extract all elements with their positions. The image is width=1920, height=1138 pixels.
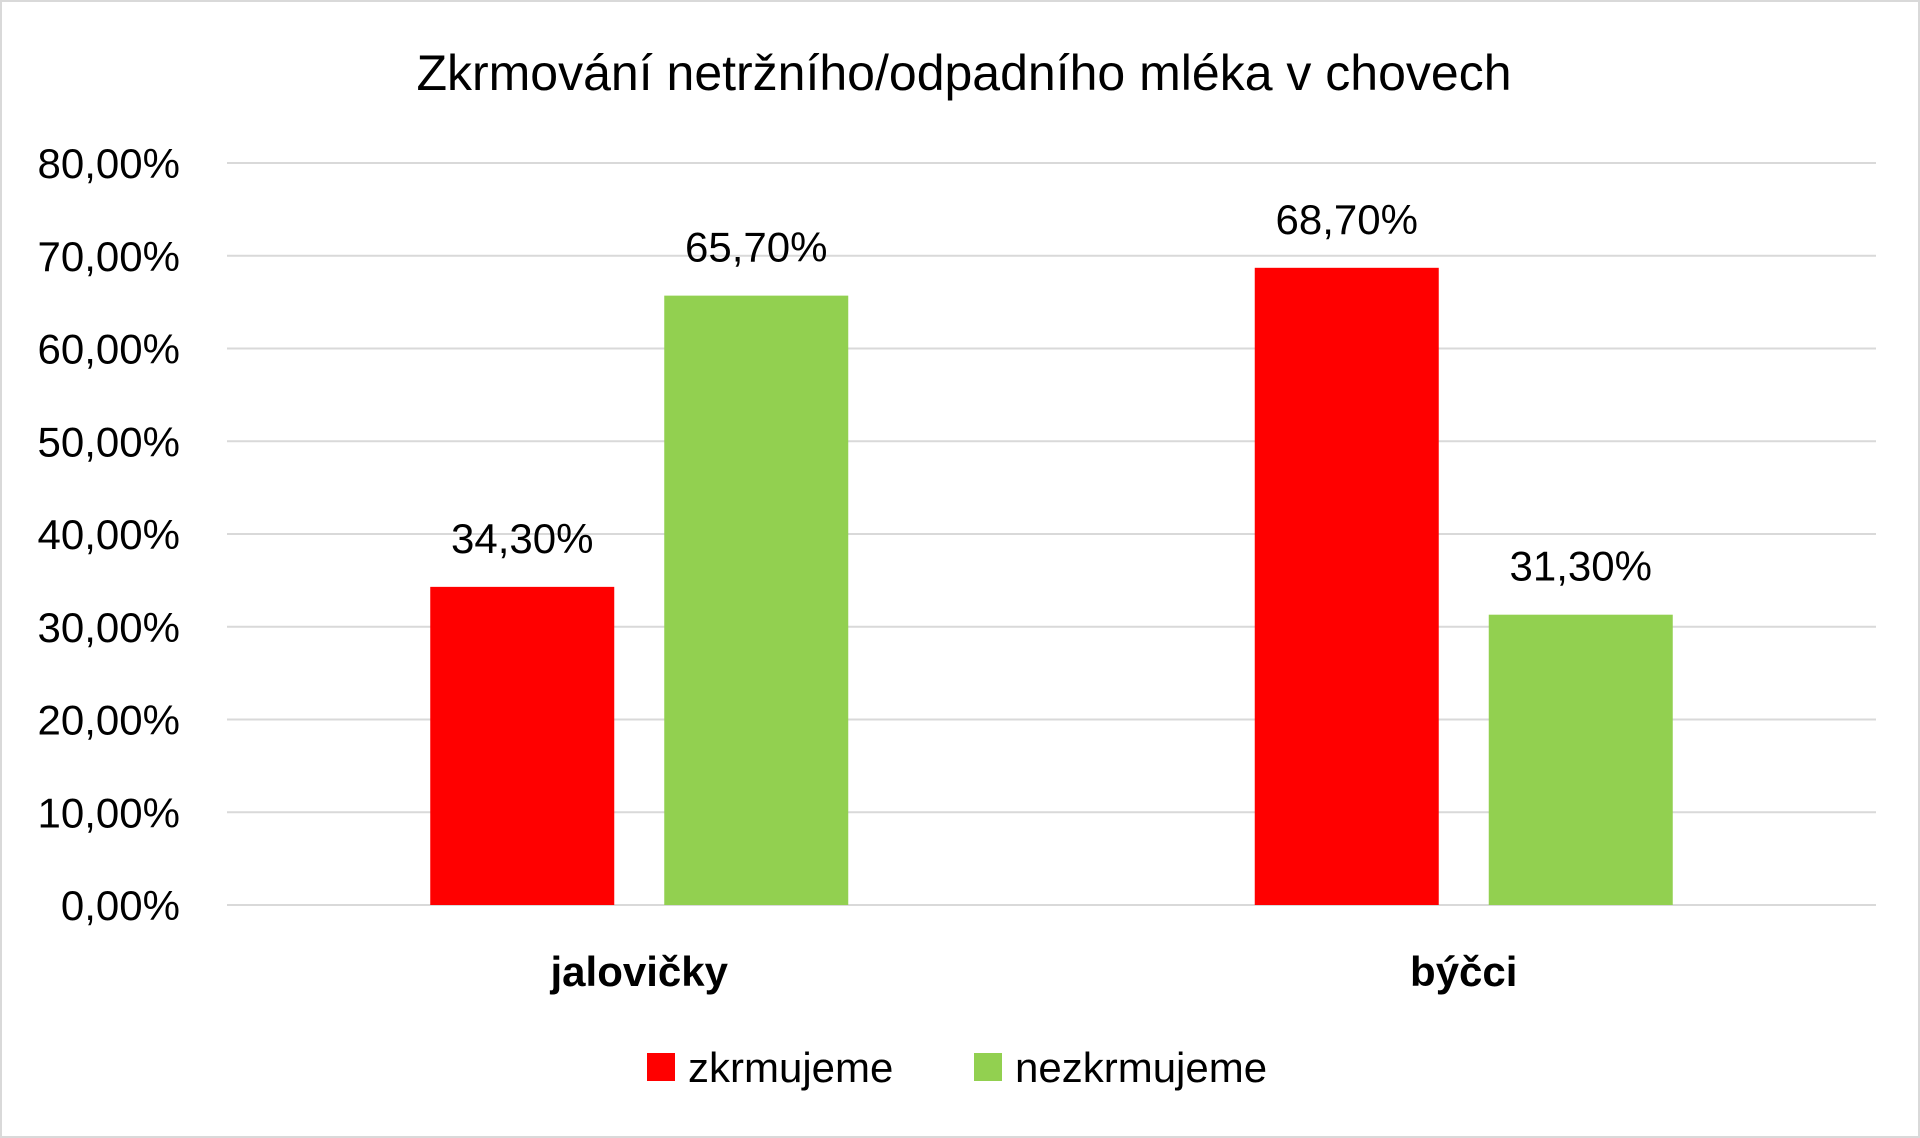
legend-swatch-zkrmujeme (647, 1053, 675, 1081)
data-labels: 34,30% 65,70% 68,70% 31,30% (451, 196, 1652, 590)
y-tick-label: 60,00% (38, 326, 180, 373)
bar-zkrmujeme-jalovičky (430, 586, 615, 905)
data-label: 31,30% (1510, 543, 1652, 590)
bar-zkrmujeme-býčci (1254, 267, 1439, 905)
y-axis-tick-labels: 0,00% 10,00% 20,00% 30,00% 40,00% 50,00% 60,00… (38, 140, 180, 929)
y-tick-label: 40,00% (38, 511, 180, 558)
data-label: 34,30% (451, 515, 593, 562)
bars (430, 267, 1673, 905)
bar-nezkrmujeme-býčci (1488, 614, 1673, 905)
y-tick-label: 20,00% (38, 697, 180, 744)
y-tick-label: 10,00% (38, 789, 180, 836)
data-label: 68,70% (1276, 196, 1418, 243)
x-axis-category-labels: jalovičky býčci (550, 948, 1518, 995)
bar-nezkrmujeme-jalovičky (664, 295, 849, 905)
category-label: jalovičky (550, 948, 729, 995)
y-tick-label: 30,00% (38, 604, 180, 651)
y-tick-label: 0,00% (61, 882, 180, 929)
y-tick-label: 50,00% (38, 418, 180, 465)
category-label: býčci (1410, 948, 1517, 995)
legend-label: nezkrmujeme (1015, 1044, 1267, 1091)
legend-swatch-nezkrmujeme (974, 1053, 1002, 1081)
y-tick-label: 70,00% (38, 233, 180, 280)
legend-label: zkrmujeme (688, 1044, 893, 1091)
legend: zkrmujeme nezkrmujeme (647, 1044, 1267, 1091)
data-label: 65,70% (685, 224, 827, 271)
y-tick-label: 80,00% (38, 140, 180, 187)
chart-title: Zkrmování netržního/odpadního mléka v ch… (416, 45, 1511, 101)
